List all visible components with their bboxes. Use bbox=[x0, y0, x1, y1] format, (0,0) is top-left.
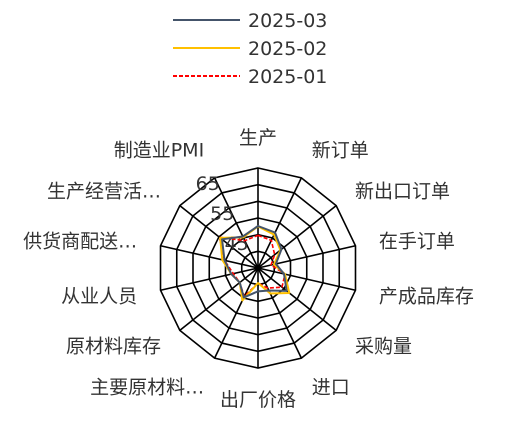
grid-spoke bbox=[257, 205, 337, 269]
series-line-2025-03 bbox=[221, 225, 288, 299]
grid-spoke bbox=[179, 267, 259, 331]
grid-spoke bbox=[257, 267, 337, 331]
category-label: 供货商配送… bbox=[23, 230, 137, 252]
grid-spoke bbox=[160, 267, 259, 292]
category-label: 制造业PMI bbox=[114, 139, 204, 161]
category-label: 原材料库存 bbox=[66, 335, 161, 357]
grid-spoke bbox=[257, 177, 303, 269]
category-label: 出厂价格 bbox=[220, 389, 296, 411]
grid-spoke bbox=[257, 267, 303, 359]
legend-label-2025-03: 2025-03 bbox=[248, 10, 327, 32]
radial-tick-label: 55 bbox=[210, 203, 234, 225]
category-label: 生产经营活… bbox=[47, 181, 161, 203]
category-label: 从业人员 bbox=[61, 286, 137, 308]
category-label: 生产 bbox=[239, 127, 277, 149]
category-label: 主要原材料… bbox=[90, 377, 204, 399]
category-label: 产成品库存 bbox=[379, 286, 474, 308]
series-group bbox=[218, 225, 291, 302]
category-label: 进口 bbox=[312, 377, 350, 399]
legend-label-2025-01: 2025-01 bbox=[248, 66, 327, 88]
category-label: 新出口订单 bbox=[355, 181, 450, 203]
grid-spoke bbox=[257, 267, 356, 292]
grid-spoke bbox=[179, 205, 259, 269]
grid-spoke bbox=[213, 177, 259, 269]
grid-spoke bbox=[160, 244, 259, 269]
legend: 2025-03 2025-02 2025-01 bbox=[173, 10, 327, 88]
legend-label-2025-02: 2025-02 bbox=[248, 38, 327, 60]
category-label: 采购量 bbox=[355, 335, 412, 357]
category-label: 新订单 bbox=[312, 139, 369, 161]
grid-spoke bbox=[213, 267, 259, 359]
radial-tick-label: 65 bbox=[196, 173, 220, 195]
category-label: 在手订单 bbox=[379, 230, 455, 252]
series-line-2025-02 bbox=[219, 225, 291, 302]
